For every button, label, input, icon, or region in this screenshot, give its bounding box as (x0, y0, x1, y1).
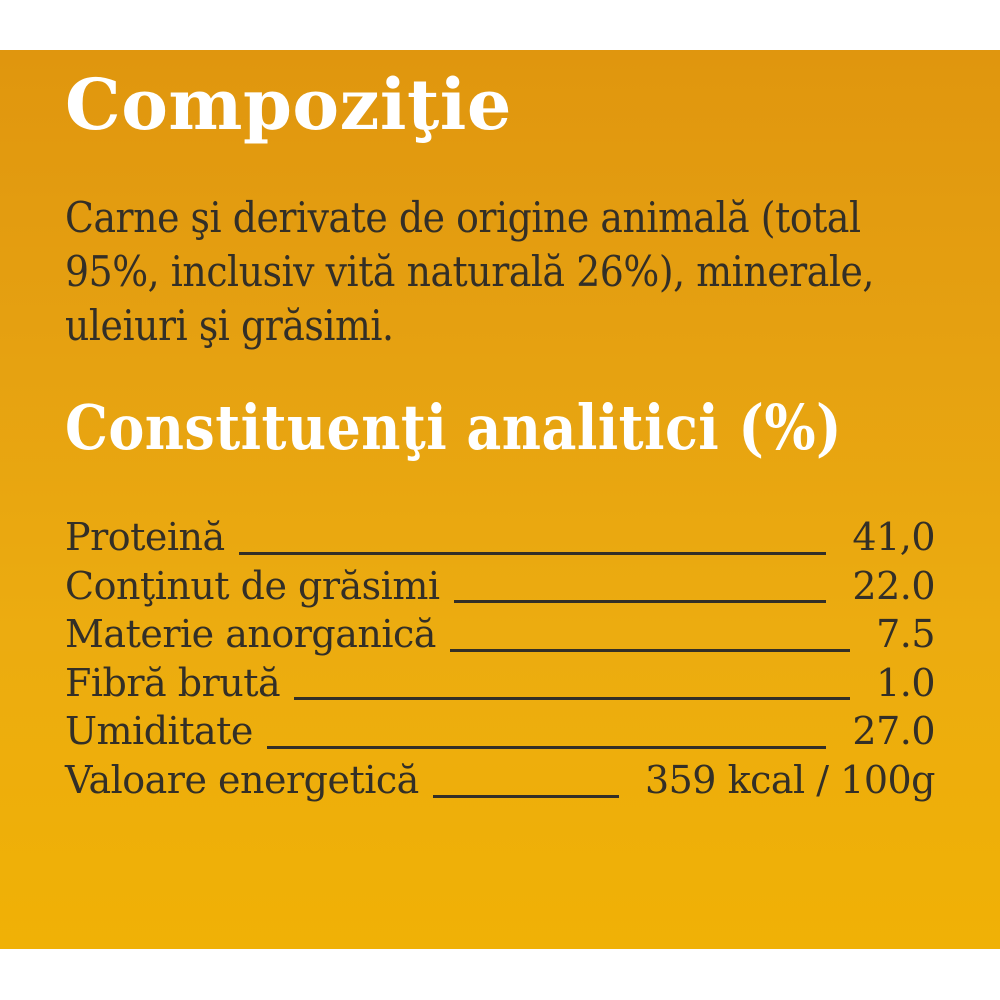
leader-line (432, 794, 619, 798)
row-label: Proteină (65, 515, 225, 559)
composition-text: Carne şi derivate de origine animală (to… (65, 191, 935, 353)
row-value: 22.0 (852, 563, 935, 608)
leader-line (294, 697, 851, 701)
analytical-title: Constituenţi analitici (%) (65, 391, 842, 464)
row-value: 1.0 (876, 660, 935, 705)
composition-line-3: uleiuri şi grăsimi. (65, 301, 394, 350)
row-label: Umiditate (65, 709, 253, 754)
table-row-fat: Conţinut de grăsimi 22.0 (65, 562, 935, 611)
row-label: Materie anorganică (65, 612, 436, 657)
row-value: 7.5 (876, 612, 935, 657)
leader-line (453, 600, 827, 604)
table-row-protein: Proteină 41,0 (65, 513, 935, 562)
leader-line (238, 551, 827, 555)
row-label: Conţinut de grăsimi (65, 563, 440, 608)
composition-title: Compoziţie (65, 63, 512, 146)
leader-line (449, 648, 851, 652)
row-value: 27.0 (852, 709, 935, 754)
leader-line (266, 745, 827, 749)
table-row-inorganic: Materie anorganică 7.5 (65, 610, 935, 659)
label-panel: Compoziţie Carne şi derivate de origine … (0, 50, 1000, 949)
analytical-table: Proteină 41,0 Conţinut de grăsimi 22.0 M… (65, 513, 936, 805)
table-row-energy: Valoare energetică 359 kcal / 100g (65, 756, 936, 805)
composition-line-2: 95%, inclusiv vită naturală 26%), minera… (65, 247, 874, 296)
table-row-fibre: Fibră brută 1.0 (65, 659, 935, 708)
row-label: Valoare energetică (65, 757, 419, 802)
row-label: Fibră brută (65, 660, 281, 705)
row-value: 41,0 (852, 515, 935, 559)
composition-line-1: Carne şi derivate de origine animală (to… (65, 193, 861, 242)
row-value: 359 kcal / 100g (644, 757, 936, 802)
table-row-moisture: Umiditate 27.0 (65, 707, 935, 756)
